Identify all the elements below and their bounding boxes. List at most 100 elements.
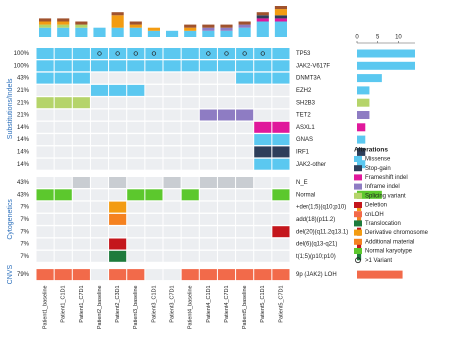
- empty-cell: [199, 201, 217, 213]
- alteration-cell: [199, 60, 217, 72]
- alteration-cell: [145, 189, 163, 201]
- empty-cell: [163, 269, 181, 281]
- empty-cell: [54, 213, 72, 225]
- column-bar: [274, 9, 287, 16]
- empty-cell: [199, 226, 217, 238]
- empty-cell: [181, 134, 199, 146]
- empty-cell: [90, 121, 109, 133]
- empty-cell: [72, 189, 90, 201]
- empty-cell: [90, 146, 109, 158]
- alteration-cell: [254, 48, 272, 59]
- row-bar: [357, 86, 370, 95]
- empty-cell: [254, 226, 272, 238]
- row-name: TP53: [296, 51, 311, 57]
- empty-cell: [254, 213, 272, 225]
- alteration-cell: [36, 97, 54, 109]
- row-bar: [357, 270, 403, 279]
- empty-cell: [90, 250, 109, 262]
- row-percent: 21%: [17, 113, 30, 119]
- alteration-cell: [199, 177, 217, 188]
- alteration-cell: [163, 60, 181, 72]
- multi-variant-marker: [115, 51, 120, 56]
- empty-cell: [181, 158, 199, 170]
- column-label: Patient2_C3D1: [115, 285, 121, 322]
- empty-cell: [72, 213, 90, 225]
- empty-cell: [272, 238, 290, 250]
- empty-cell: [181, 250, 199, 262]
- column-bar: [256, 18, 269, 22]
- empty-cell: [72, 226, 90, 238]
- empty-cell: [145, 177, 163, 188]
- empty-cell: [72, 121, 90, 133]
- row-percent: 14%: [17, 149, 30, 155]
- empty-cell: [90, 201, 109, 213]
- row-name: DNMT3A: [296, 76, 321, 82]
- multi-variant-marker: [260, 51, 265, 56]
- alteration-cell: [54, 48, 72, 59]
- alteration-cell: [90, 60, 109, 72]
- legend-label: Translocation: [365, 221, 401, 227]
- empty-cell: [72, 134, 90, 146]
- legend-swatch: [354, 238, 362, 245]
- alteration-cell: [254, 60, 272, 72]
- alteration-cell: [72, 97, 90, 109]
- empty-cell: [163, 158, 181, 170]
- legend-label: Normal karyotype: [365, 249, 413, 255]
- alteration-cell: [254, 72, 272, 84]
- empty-cell: [127, 238, 145, 250]
- row-name: t(1;5)(p10;p10): [296, 254, 336, 260]
- empty-cell: [217, 146, 236, 158]
- empty-cell: [36, 177, 54, 188]
- row-bar: [357, 252, 362, 261]
- empty-cell: [199, 134, 217, 146]
- empty-cell: [254, 238, 272, 250]
- empty-cell: [254, 84, 272, 96]
- column-bar: [129, 21, 142, 25]
- alteration-cell: [272, 226, 290, 238]
- empty-cell: [54, 121, 72, 133]
- multi-variant-marker: [97, 51, 102, 56]
- legend-swatch: [354, 229, 362, 236]
- row-percent: 14%: [17, 125, 30, 131]
- empty-cell: [90, 226, 109, 238]
- alteration-cell: [36, 60, 54, 72]
- row-name: SH2B3: [296, 100, 316, 106]
- row-percent: 100%: [14, 51, 30, 57]
- empty-cell: [90, 189, 109, 201]
- legend-label: Stop-gain: [365, 166, 391, 172]
- empty-cell: [236, 97, 254, 109]
- empty-cell: [72, 250, 90, 262]
- alteration-cell: [90, 84, 109, 96]
- empty-cell: [199, 158, 217, 170]
- empty-cell: [145, 134, 163, 146]
- alteration-cell: [236, 177, 254, 188]
- empty-cell: [217, 250, 236, 262]
- column-bar: [274, 6, 287, 10]
- empty-cell: [181, 84, 199, 96]
- column-bar: [220, 24, 233, 28]
- empty-cell: [163, 146, 181, 158]
- alteration-cell: [72, 72, 90, 84]
- alteration-cell: [272, 134, 290, 146]
- alteration-cell: [272, 146, 290, 158]
- legend-swatch: [354, 220, 362, 227]
- empty-cell: [254, 109, 272, 121]
- empty-cell: [109, 121, 127, 133]
- row-bar: [357, 147, 366, 156]
- row-percent: 100%: [14, 63, 30, 69]
- column-bar: [111, 27, 124, 37]
- row-percent: 21%: [17, 100, 30, 106]
- empty-cell: [36, 201, 54, 213]
- empty-cell: [272, 84, 290, 96]
- empty-cell: [199, 146, 217, 158]
- empty-cell: [254, 177, 272, 188]
- empty-cell: [54, 250, 72, 262]
- empty-cell: [36, 84, 54, 96]
- empty-cell: [54, 177, 72, 188]
- column-bar: [238, 24, 251, 28]
- empty-cell: [181, 213, 199, 225]
- row-bar: [357, 190, 382, 199]
- legend-marker: [355, 257, 361, 264]
- empty-cell: [72, 84, 90, 96]
- empty-cell: [217, 226, 236, 238]
